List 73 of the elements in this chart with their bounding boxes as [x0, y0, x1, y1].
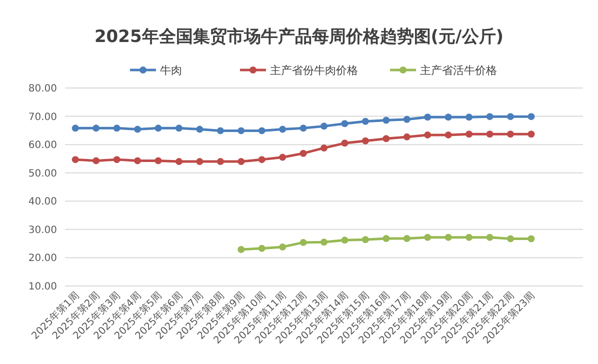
point — [424, 131, 432, 138]
point — [506, 235, 514, 242]
y-tick-label: 60.00 — [28, 140, 57, 152]
point — [92, 124, 100, 132]
point — [506, 130, 514, 138]
y-tick-label: 30.00 — [28, 224, 57, 236]
point — [92, 157, 100, 164]
point — [403, 133, 410, 140]
y-tick-label: 10.00 — [28, 282, 57, 292]
point — [175, 158, 182, 166]
point — [238, 127, 245, 134]
point — [238, 246, 245, 254]
point — [444, 131, 452, 138]
y-tick-label: 40.00 — [28, 196, 57, 208]
point — [486, 130, 494, 138]
y-tick-label: 20.00 — [28, 253, 57, 264]
point — [216, 127, 224, 134]
point — [320, 144, 328, 152]
y-tick-label: 80.00 — [28, 84, 57, 94]
point — [300, 150, 307, 157]
point — [341, 140, 348, 147]
point — [382, 234, 390, 242]
point — [154, 157, 162, 164]
point — [362, 236, 369, 244]
point — [362, 137, 369, 144]
point — [424, 234, 432, 241]
chart-title: 2025年全国集贸市场牛产品每周价格趋势图(元/公斤) — [94, 27, 504, 47]
point — [72, 124, 79, 132]
point — [175, 124, 182, 132]
legend-label: 主产省份牛肉价格 — [270, 64, 358, 77]
point — [320, 122, 328, 130]
point — [466, 234, 473, 241]
point — [506, 113, 514, 120]
point — [300, 238, 307, 246]
point — [341, 236, 348, 244]
point — [258, 244, 266, 252]
point — [113, 156, 120, 164]
point — [486, 113, 494, 120]
point — [134, 126, 142, 133]
point — [113, 124, 120, 132]
point — [279, 126, 286, 133]
point — [196, 158, 204, 166]
point — [216, 158, 224, 166]
point — [424, 114, 432, 121]
point — [528, 113, 535, 120]
point — [154, 124, 162, 132]
y-tick-label: 70.00 — [28, 112, 57, 123]
point — [382, 135, 390, 142]
point — [72, 156, 79, 164]
point — [486, 234, 494, 241]
point — [466, 114, 473, 121]
point — [279, 243, 286, 250]
point — [320, 238, 328, 246]
point — [382, 116, 390, 124]
y-tick-label: 50.00 — [28, 168, 57, 180]
point — [444, 114, 452, 121]
point — [403, 116, 410, 123]
point — [258, 156, 266, 164]
point — [362, 118, 369, 125]
point — [279, 154, 286, 161]
legend-label: 主产省活牛价格 — [420, 64, 497, 77]
point — [134, 157, 142, 164]
point — [403, 234, 410, 242]
point — [528, 130, 535, 138]
point — [300, 124, 307, 132]
point — [196, 126, 204, 133]
point — [466, 130, 473, 138]
point — [528, 235, 535, 242]
legend-label: 牛肉 — [160, 64, 182, 77]
point — [258, 127, 266, 134]
point — [444, 234, 452, 241]
point — [341, 120, 348, 128]
point — [238, 158, 245, 166]
